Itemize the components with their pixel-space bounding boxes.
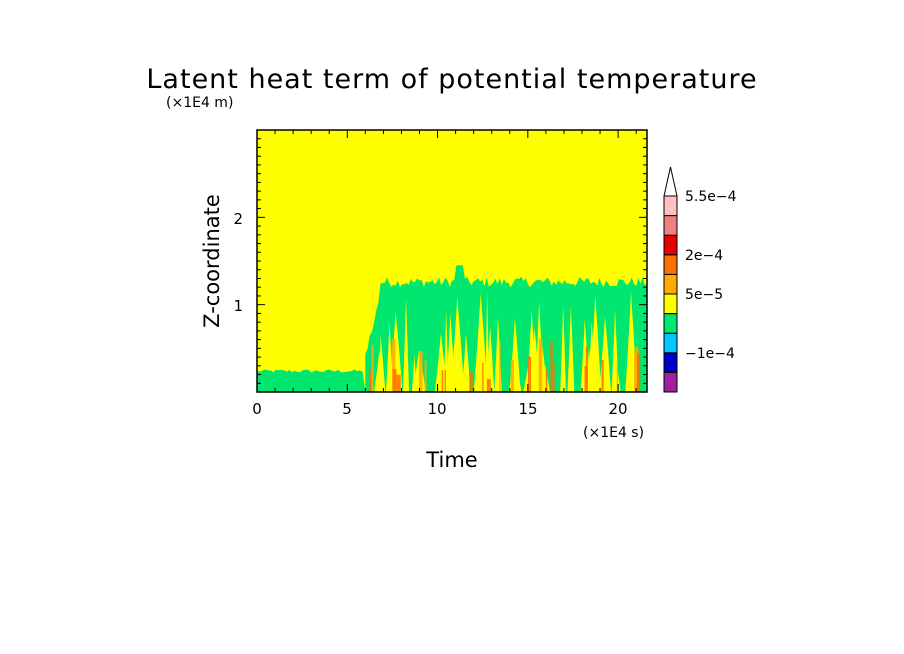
heating-streak bbox=[391, 338, 396, 392]
yellow-plume bbox=[560, 305, 566, 392]
heating-streak bbox=[441, 370, 444, 392]
colorbar-label: 2e−4 bbox=[685, 248, 723, 264]
heating-streak bbox=[635, 346, 639, 392]
yellow-plume bbox=[450, 297, 465, 392]
yellow-plume bbox=[473, 293, 488, 392]
colorbar-label: 5e−5 bbox=[685, 287, 723, 303]
yellow-plume bbox=[625, 292, 637, 392]
colorbar-segment bbox=[663, 313, 678, 334]
heating-streak bbox=[601, 359, 604, 392]
yellow-plume bbox=[402, 299, 409, 392]
plot-area bbox=[256, 129, 648, 393]
heating-streak bbox=[396, 374, 401, 392]
colorbar-segment bbox=[663, 332, 678, 354]
heating-streak bbox=[418, 351, 423, 392]
colorbar-segment bbox=[663, 215, 678, 236]
x-tick-labels: 0 5 10 15 20 bbox=[252, 400, 627, 418]
yellow-plume bbox=[461, 333, 471, 392]
heating-streak bbox=[637, 353, 641, 392]
field-layer bbox=[257, 265, 647, 392]
colorbar-segment bbox=[663, 195, 678, 217]
y-unit-label: (×1E4 m) bbox=[166, 95, 233, 111]
x-unit-label: (×1E4 s) bbox=[583, 425, 644, 441]
x-tick-label: 10 bbox=[427, 400, 446, 418]
yellow-plume bbox=[587, 321, 596, 392]
heating-streak bbox=[499, 341, 501, 392]
heating-streak bbox=[424, 360, 427, 392]
x-tick-label: 20 bbox=[608, 400, 627, 418]
colorbar-segment bbox=[663, 234, 678, 256]
y-tick-label: 1 bbox=[233, 297, 243, 315]
yellow-plume bbox=[485, 292, 490, 392]
heating-streak bbox=[550, 341, 553, 392]
heating-streak bbox=[482, 362, 484, 392]
colorbar-label: −1e−4 bbox=[685, 346, 735, 362]
yellow-plume bbox=[412, 354, 417, 392]
colorbar-segment bbox=[663, 273, 678, 295]
x-tick-label: 5 bbox=[342, 400, 352, 418]
heating-streak bbox=[538, 338, 543, 392]
colorbar-label: 5.5e−4 bbox=[685, 189, 737, 205]
x-tick-label: 0 bbox=[252, 400, 262, 418]
heating-streak bbox=[510, 359, 514, 392]
heating-streak bbox=[545, 370, 548, 392]
x-tick-label: 15 bbox=[518, 400, 537, 418]
y-tick-label: 2 bbox=[233, 210, 243, 228]
convective-layer bbox=[365, 265, 647, 392]
colorbar-segment bbox=[663, 254, 678, 275]
heating-streak bbox=[486, 379, 491, 392]
colorbar-segment bbox=[663, 293, 678, 315]
yellow-plume bbox=[385, 322, 394, 392]
colorbar-segment bbox=[663, 371, 678, 393]
heating-streak bbox=[469, 371, 473, 392]
x-axis-label: Time bbox=[425, 448, 477, 472]
heating-streak bbox=[616, 361, 618, 392]
heating-streak bbox=[371, 344, 374, 392]
heating-streak bbox=[584, 366, 588, 392]
yellow-plume bbox=[434, 333, 447, 392]
colorbar: −1e−4 5e−5 2e−4 5.5e−4 bbox=[663, 166, 737, 393]
heating-streak bbox=[553, 363, 555, 392]
ticks-layer bbox=[256, 130, 647, 392]
colorbar-segment bbox=[663, 352, 678, 373]
yellow-plume bbox=[374, 350, 385, 392]
low-level-band bbox=[257, 369, 366, 392]
y-tick-labels: 1 2 bbox=[233, 210, 243, 315]
yellow-plume bbox=[567, 306, 575, 392]
heating-streak bbox=[444, 370, 446, 392]
chart-title: Latent heat term of potential temperatur… bbox=[146, 64, 757, 95]
colorbar-extend-triangle bbox=[663, 166, 678, 197]
heating-streak bbox=[368, 369, 371, 392]
y-axis-label: Z-coordinate bbox=[200, 194, 224, 328]
heating-streak bbox=[392, 369, 397, 392]
heating-streak bbox=[527, 356, 532, 392]
